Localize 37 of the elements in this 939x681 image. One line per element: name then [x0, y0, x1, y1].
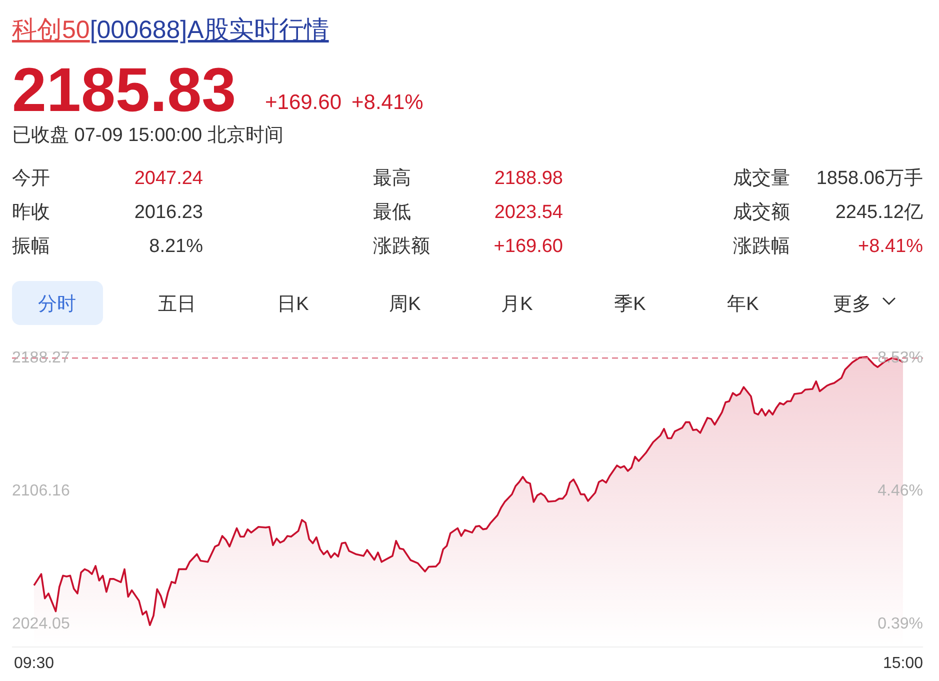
text: 日K	[277, 294, 310, 315]
y-tick-label: 2024.05	[12, 616, 70, 633]
text: +8.41%	[352, 91, 424, 114]
text: 2188.98	[494, 168, 563, 189]
text: 周K	[389, 294, 422, 315]
text: 年K	[727, 294, 760, 315]
text: 月K	[501, 294, 534, 315]
text: 成交额	[733, 201, 790, 223]
y2-tick-label: 4.46%	[878, 482, 923, 500]
text: +169.60	[494, 236, 563, 257]
text: 2023.54	[494, 202, 564, 223]
text: 成交量	[733, 167, 790, 189]
y-tick-label: 2106.16	[12, 482, 70, 500]
y2-tick-label: 0.39%	[878, 616, 923, 633]
text: +169.60	[265, 91, 342, 114]
text: 更多	[833, 294, 871, 315]
text: 涨跌幅	[733, 236, 790, 257]
text: 1858.06万手	[816, 168, 923, 189]
x-tick-label: 15:00	[882, 655, 924, 672]
text: 昨收	[12, 202, 50, 223]
text: 最低	[373, 202, 411, 223]
text: 2047.24	[134, 168, 204, 189]
text: 2245.12亿	[835, 202, 923, 223]
text: 振幅	[12, 236, 50, 257]
text: 今开	[12, 168, 50, 189]
text: 2016.23	[134, 202, 203, 223]
text: 季K	[614, 294, 646, 315]
x-tick-label: 09:30	[14, 655, 54, 672]
text: 分时	[38, 294, 76, 315]
text: 已收盘 07-09 15:00:00 北京时间	[12, 124, 284, 146]
text: 最高	[373, 167, 411, 189]
text: 科创50[000688]A股实时行情	[12, 16, 329, 44]
text: 8.21%	[149, 236, 204, 257]
text: 2185.83	[12, 56, 236, 125]
text: 涨跌额	[373, 235, 430, 257]
text: 五日	[158, 294, 196, 315]
text: +8.41%	[858, 236, 924, 257]
